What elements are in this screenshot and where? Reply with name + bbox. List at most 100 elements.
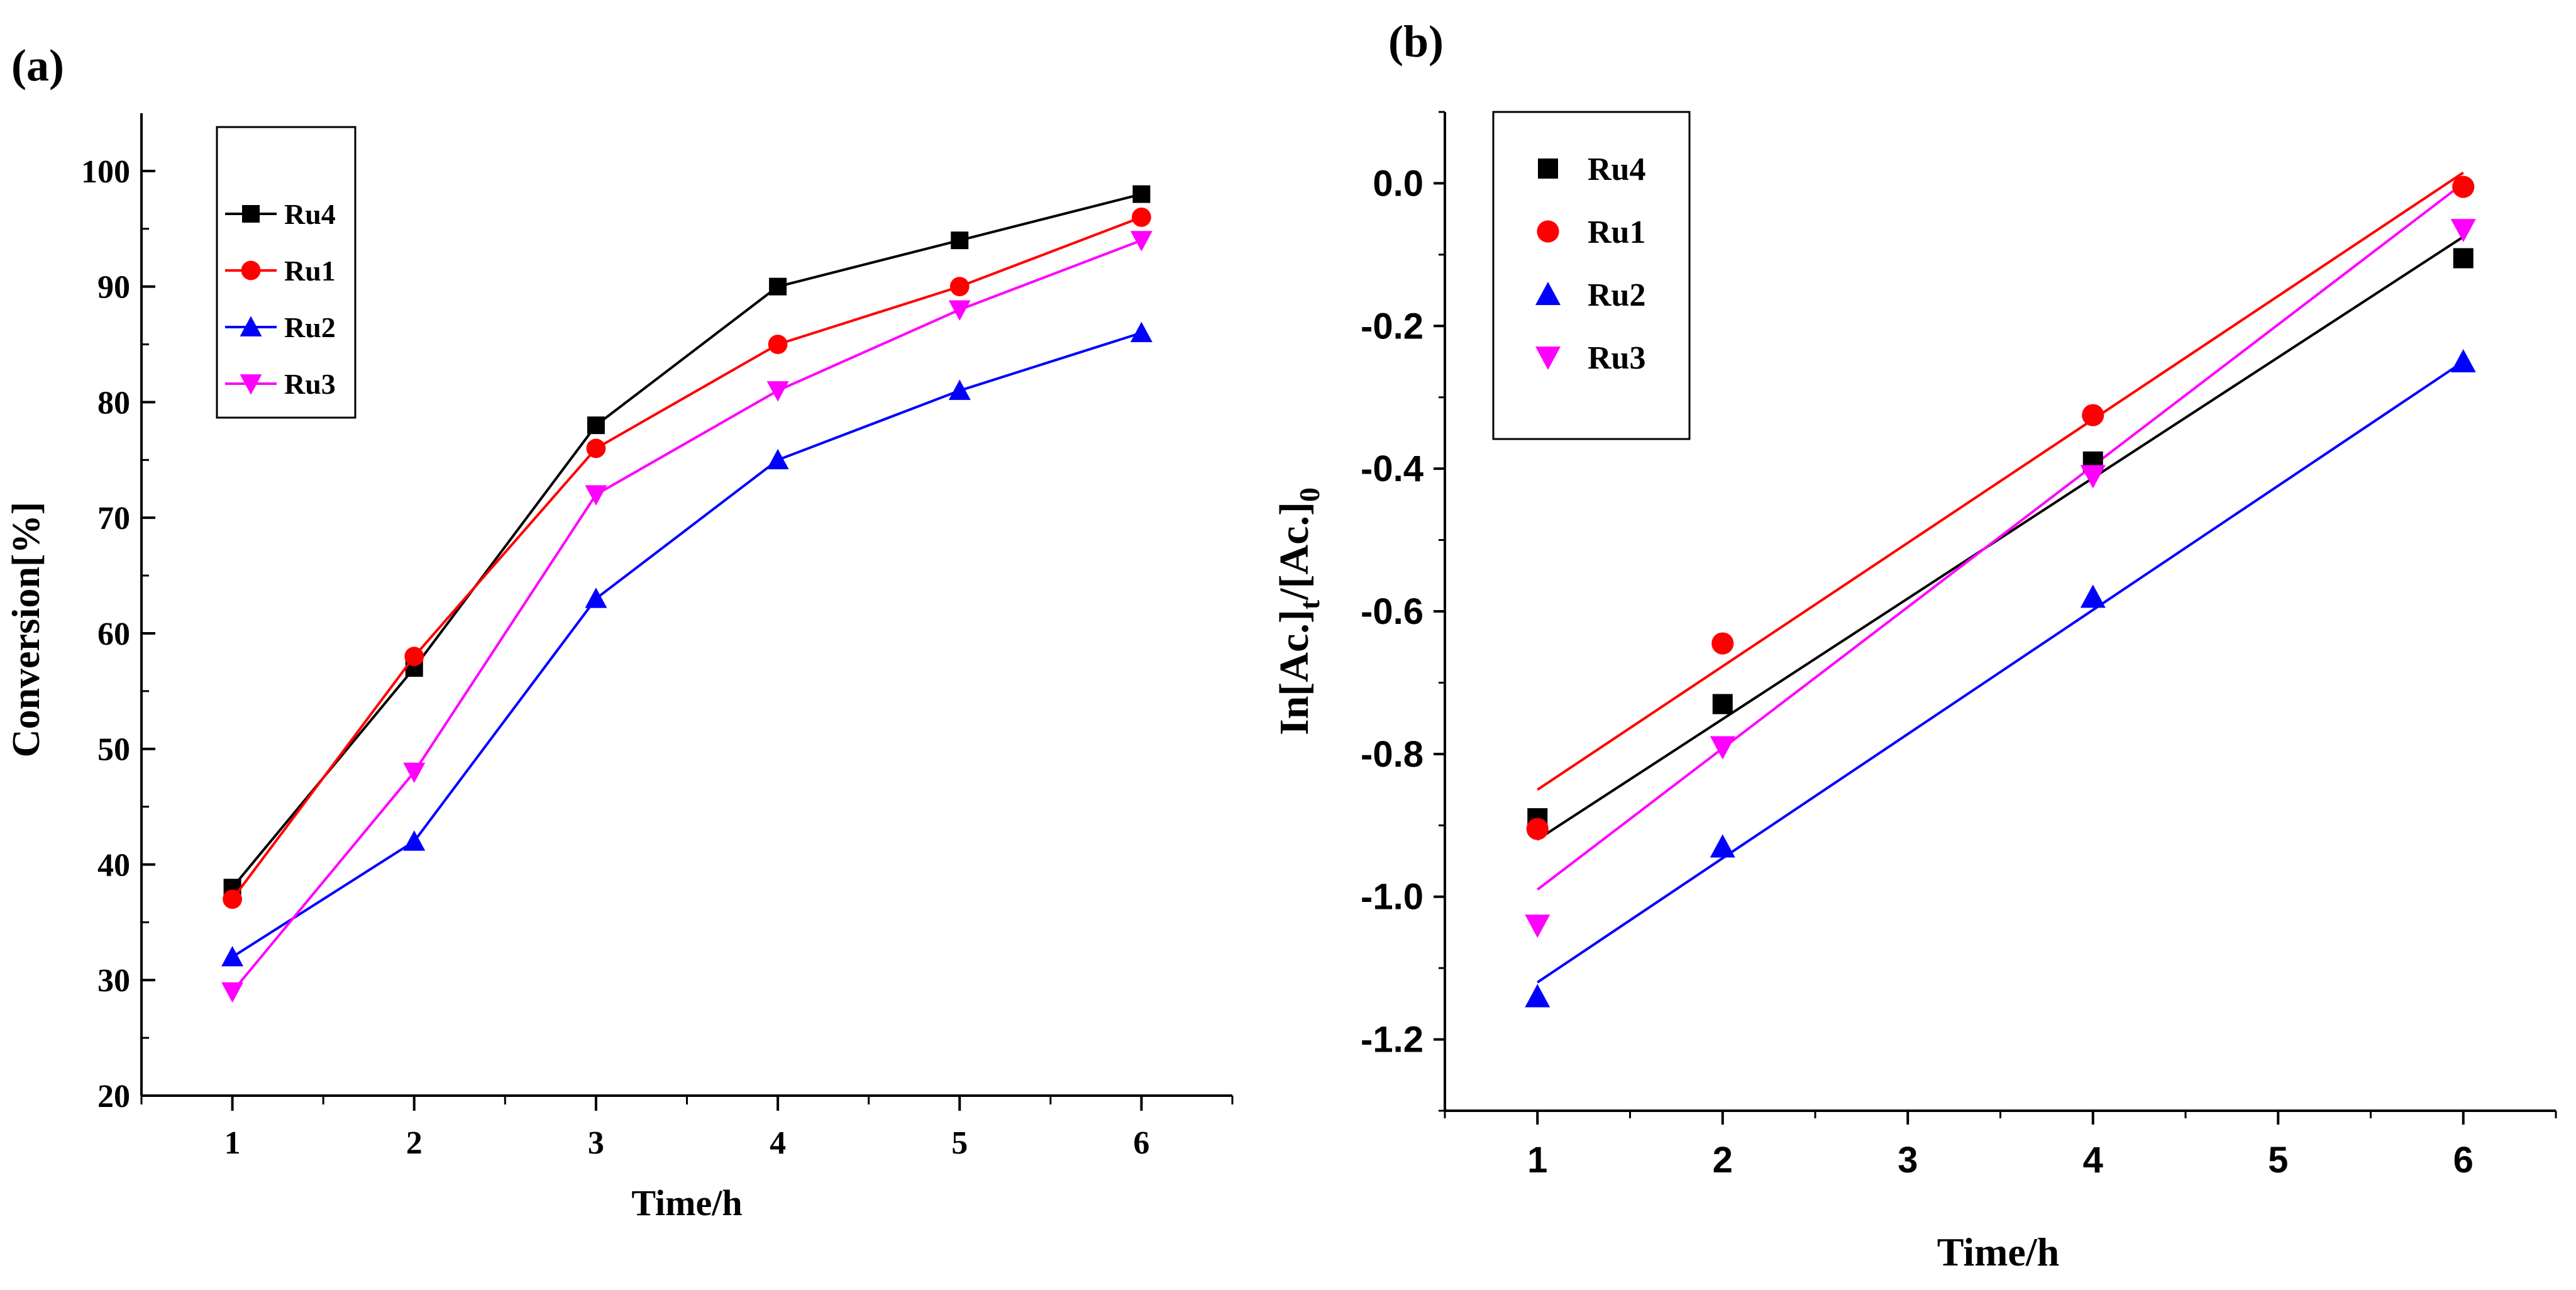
panel-b-point-ru3 [2450, 219, 2476, 243]
panel-b-y-tick-label: 0.0 [1373, 163, 1423, 204]
panel-b-x-tick-label: 2 [1713, 1140, 1733, 1181]
panel-b-y-tick-label: -0.4 [1361, 448, 1423, 489]
panel-a-point-ru3 [585, 485, 607, 506]
panel-b-label: (b) [1388, 16, 1444, 67]
panel-a-legend-marker [241, 260, 261, 281]
panel-a-point-ru3 [403, 762, 426, 783]
panel-b-legend-label: Ru4 [1588, 152, 1645, 187]
panel-a-x-tick-label: 1 [224, 1125, 241, 1161]
panel-a-y-axis-title: Conversion[%] [5, 502, 48, 757]
panel-b-y-tick-label: -0.8 [1361, 734, 1423, 775]
panel-a-point-ru1 [404, 647, 424, 667]
panel-a-point-ru2 [221, 945, 244, 967]
panel-a-point-ru1 [586, 438, 606, 459]
panel-b-x-tick-label: 5 [2268, 1140, 2288, 1181]
panel-a-point-ru2 [585, 587, 607, 608]
panel-a-point-ru3 [766, 381, 789, 402]
panel-b-y-axis-title-part: In[Ac.] [1271, 609, 1317, 735]
panel-b-point-ru1 [2452, 175, 2475, 198]
panel-a-point-ru4 [1132, 185, 1151, 203]
panel-b-point-ru3 [1710, 736, 1735, 760]
panel-a-legend-label: Ru4 [284, 198, 336, 230]
panel-b-legend-label: Ru2 [1588, 277, 1645, 313]
panel-b-kinetics-chart: (b) 0.0 -0.2 -0.4 -0.6 -0.8 -1.0 -1.2 1 2 3 4 5 6 Time… [1271, 16, 2557, 1274]
panel-b-x-tick-label: 3 [1898, 1140, 1918, 1181]
panel-b-y-axis-title-part: t [1293, 599, 1325, 609]
panel-b-legend-marker [1538, 158, 1558, 179]
panel-b-point-ru2 [1710, 834, 1735, 858]
panel-a-point-ru2 [948, 379, 971, 400]
panel-b-legend-marker [1535, 282, 1561, 305]
panel-a-point-ru3 [1130, 231, 1153, 252]
panel-b-y-tick-label: -0.2 [1361, 306, 1423, 347]
panel-b-y-axis-title-part: 0 [1293, 487, 1325, 502]
panel-a-y-tick-label: 20 [97, 1079, 130, 1115]
panel-a-point-ru4 [769, 277, 787, 296]
panel-a-x-tick-label: 2 [406, 1125, 423, 1161]
panel-a-x-tick-label: 4 [770, 1125, 786, 1161]
panel-a-y-tick-label: 100 [81, 154, 130, 190]
panel-b-fit-line-ru2 [1537, 360, 2464, 984]
panel-b-legend-label: Ru1 [1588, 214, 1645, 250]
panel-a-y-tick-label: 80 [97, 385, 130, 421]
panel-a-y-tick-label: 50 [97, 732, 130, 768]
panel-a-series-line-ru1 [231, 216, 1142, 900]
panel-a-conversion-chart: (a) 20 30 40 50 60 70 80 90 100 1 2 3 4 5 6 Time/h Conver… [5, 40, 1234, 1223]
panel-a-point-ru3 [221, 982, 244, 1003]
panel-a-legend-label: Ru3 [284, 368, 336, 400]
panel-a-legend-marker [242, 205, 260, 223]
panel-b-point-ru3 [1525, 915, 1551, 938]
panel-a-legend-label: Ru2 [284, 311, 336, 343]
panel-a-x-axis-title: Time/h [631, 1182, 742, 1223]
panel-b-point-ru1 [1711, 632, 1734, 655]
panel-b-legend-marker [1535, 347, 1561, 370]
panel-a-series-line-ru3 [231, 239, 1142, 993]
panel-a-point-ru4 [587, 416, 605, 435]
panel-a-series-line-ru4 [231, 192, 1142, 889]
panel-b-x-tick-label: 6 [2453, 1140, 2474, 1181]
panel-a-point-ru1 [949, 277, 970, 297]
panel-b-x-axis-title: Time/h [1937, 1230, 2059, 1274]
panel-a-x-tick-label: 6 [1133, 1125, 1149, 1161]
panel-a-point-ru2 [766, 448, 789, 470]
panel-b-y-tick-label: -0.6 [1361, 591, 1423, 632]
panel-a-x-tick-label: 5 [951, 1125, 968, 1161]
panel-b-point-ru4 [1712, 694, 1733, 715]
panel-a-point-ru4 [951, 231, 969, 250]
panel-a-x-tick-label: 3 [588, 1125, 604, 1161]
panel-b-legend-label: Ru3 [1588, 340, 1645, 376]
panel-a-legend-label: Ru1 [284, 255, 336, 287]
panel-a-legend-box [216, 126, 357, 419]
panel-a-series-line-ru2 [231, 331, 1142, 959]
panel-a-y-tick-label: 60 [97, 616, 130, 652]
panel-b-point-ru1 [2082, 404, 2104, 426]
panel-b-point-ru2 [1525, 984, 1551, 1008]
panel-b-y-axis-title: In[Ac.]t/[Ac.]0 [1271, 487, 1325, 735]
panel-a-y-tick-label: 40 [97, 847, 130, 883]
panel-a-point-ru1 [1132, 207, 1151, 227]
panel-a-y-tick-label: 90 [97, 270, 130, 306]
panel-a-point-ru1 [768, 335, 788, 354]
panel-b-x-tick-label: 1 [1527, 1140, 1547, 1181]
panel-a-legend-marker [240, 316, 262, 336]
panel-a-legend-marker [240, 374, 262, 395]
panel-a-point-ru2 [403, 830, 426, 851]
panel-a-point-ru3 [948, 300, 971, 321]
panel-b-point-ru2 [2080, 584, 2106, 608]
panel-b-legend-marker [1537, 220, 1559, 243]
panel-a-y-tick-label: 30 [97, 963, 130, 999]
panel-b-legend-box [1492, 111, 1691, 440]
panel-b-fit-line-ru4 [1537, 235, 2464, 841]
panel-a-point-ru2 [1130, 321, 1153, 343]
panel-a-point-ru1 [223, 889, 242, 909]
panel-b-y-tick-label: -1.0 [1361, 877, 1423, 918]
panel-b-y-axis-title-part: /[Ac.] [1271, 502, 1317, 601]
panel-a-label: (a) [11, 40, 64, 91]
panel-b-fit-line-ru3 [1537, 182, 2464, 891]
panel-b-point-ru2 [2450, 349, 2476, 372]
panel-a-y-tick-label: 70 [97, 501, 130, 537]
panel-b-y-tick-label: -1.2 [1361, 1020, 1423, 1060]
panel-b-point-ru3 [2080, 465, 2106, 489]
panel-b-fit-line-ru1 [1537, 171, 2464, 791]
